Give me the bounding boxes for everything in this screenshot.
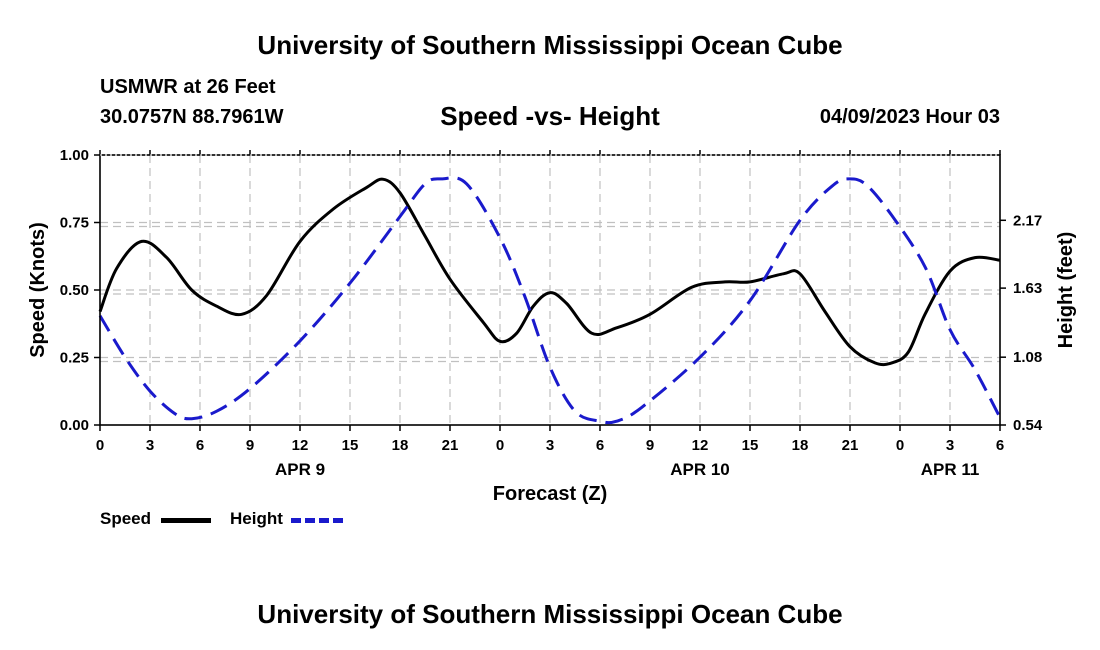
x-tick-label: 18 (392, 437, 409, 454)
y-tick-label: 0.75 (60, 215, 89, 232)
day-label: APR 9 (275, 460, 325, 479)
y2-tick-label: 0.54 (1013, 417, 1043, 434)
y2-tick-label: 2.17 (1013, 212, 1042, 229)
day-label: APR 10 (670, 460, 730, 479)
x-tick-label: 0 (496, 437, 504, 454)
x-tick-label: 12 (292, 437, 309, 454)
y-tick-label: 1.00 (60, 147, 89, 164)
main-title: University of Southern Mississippi Ocean… (257, 30, 843, 60)
legend-speed-swatch (161, 518, 211, 523)
y2-axis-label: Height (feet) (1055, 232, 1077, 349)
y-tick-label: 0.50 (60, 282, 89, 299)
axes: 0 3 6 9 12 15 18 21 0 3 6 9 12 15 18 21 0 3 6 0.00 0.25 0.50 0… (60, 147, 1043, 479)
x-tick-label: 3 (946, 437, 954, 454)
x-tick-label: 6 (596, 437, 604, 454)
y2-tick-label: 1.08 (1013, 349, 1042, 366)
x-tick-label: 6 (996, 437, 1004, 454)
series-lines (98, 176, 1002, 425)
x-tick-label: 3 (546, 437, 554, 454)
legend-height-label: Height (230, 509, 283, 528)
x-tick-label: 15 (742, 437, 759, 454)
legend-height-swatch (291, 518, 343, 523)
x-tick-label: 15 (342, 437, 359, 454)
x-tick-label: 18 (792, 437, 809, 454)
x-tick-label: 21 (442, 437, 459, 454)
x-tick-label: 6 (196, 437, 204, 454)
x-tick-label: 0 (96, 437, 104, 454)
series-line-speed (98, 177, 1001, 367)
forecast-datestamp: 04/09/2023 Hour 03 (819, 106, 1000, 128)
station-label: USMWR at 26 Feet (100, 76, 276, 98)
x-tick-label: 9 (646, 437, 654, 454)
x-tick-label: 9 (246, 437, 254, 454)
footer-title: University of Southern Mississippi Ocean… (257, 599, 843, 629)
legend-speed-label: Speed (100, 509, 152, 528)
y2-tick-label: 1.63 (1013, 280, 1042, 297)
x-tick-label: 0 (896, 437, 904, 454)
y-tick-label: 0.25 (60, 350, 89, 367)
x-tick-label: 3 (146, 437, 154, 454)
series-line-height (98, 176, 1002, 425)
x-tick-label: 21 (842, 437, 859, 454)
station-coordinates: 30.0757N 88.7961W (100, 106, 284, 128)
day-label: APR 11 (921, 460, 980, 479)
chart-subtitle: Speed -vs- Height (440, 101, 660, 131)
x-axis-label: Forecast (Z) (493, 483, 607, 505)
y-tick-label: 0.00 (60, 417, 89, 434)
y-axis-label: Speed (Knots) (27, 222, 49, 358)
x-tick-label: 12 (692, 437, 709, 454)
grid-lines (100, 155, 1000, 425)
